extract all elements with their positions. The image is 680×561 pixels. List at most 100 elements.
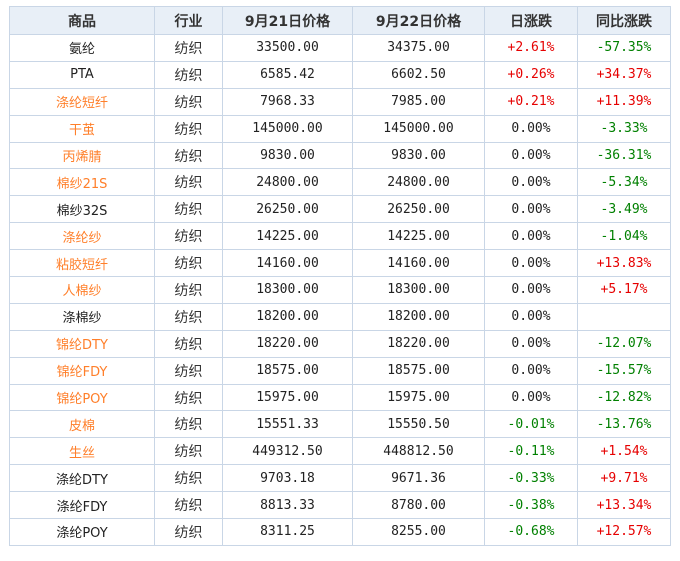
price-prev-cell: 14225.00 xyxy=(222,222,353,251)
price-curr-cell: 18220.00 xyxy=(352,329,485,358)
commodity-link[interactable]: 锦纶FDY xyxy=(56,365,108,381)
daily-change-cell: +0.26% xyxy=(484,60,578,89)
daily-change-cell: 0.00% xyxy=(484,302,578,331)
daily-change-cell: 0.00% xyxy=(484,383,578,412)
price-curr-cell: 15550.50 xyxy=(352,410,485,439)
yoy-change-cell: -15.57% xyxy=(577,356,671,385)
yoy-change-cell xyxy=(577,302,671,331)
header-commodity: 商品 xyxy=(9,6,155,35)
commodity-link[interactable]: 锦纶POY xyxy=(56,392,108,408)
commodity-cell: 干茧 xyxy=(9,114,155,143)
price-curr-cell: 6602.50 xyxy=(352,60,485,89)
commodity-link[interactable]: 生丝 xyxy=(68,445,95,461)
commodity-cell: 生丝 xyxy=(9,437,155,466)
commodity-name: PTA xyxy=(70,67,94,83)
yoy-change-cell: -13.76% xyxy=(577,410,671,439)
commodity-cell: 涤纶纱 xyxy=(9,222,155,251)
commodity-link[interactable]: 丙烯腈 xyxy=(62,150,102,165)
commodity-link[interactable]: 涤纶短纤 xyxy=(55,96,108,112)
daily-change-cell: 0.00% xyxy=(484,329,578,358)
daily-change-cell: -0.11% xyxy=(484,437,578,466)
price-curr-cell: 145000.00 xyxy=(352,114,485,143)
daily-change-cell: +0.21% xyxy=(484,87,578,116)
daily-change-cell: -0.68% xyxy=(484,518,578,546)
price-prev-cell: 26250.00 xyxy=(222,195,353,224)
price-prev-cell: 14160.00 xyxy=(222,249,353,278)
daily-change-cell: 0.00% xyxy=(484,276,578,304)
table-row: 涤纶短纤 纺织 7968.33 7985.00 +0.21% +11.39% xyxy=(9,87,671,116)
commodity-cell: 皮棉 xyxy=(9,410,155,439)
commodity-cell: 人棉纱 xyxy=(9,276,155,304)
industry-cell: 纺织 xyxy=(154,141,223,170)
daily-change-cell: -0.38% xyxy=(484,491,578,520)
daily-change-cell: -0.33% xyxy=(484,464,578,493)
commodity-link[interactable]: 皮棉 xyxy=(68,418,95,434)
price-curr-cell: 34375.00 xyxy=(352,34,485,62)
commodity-link[interactable]: 人棉纱 xyxy=(62,284,102,300)
price-prev-cell: 24800.00 xyxy=(222,168,353,197)
commodity-cell: 棉纱21S xyxy=(9,168,155,197)
commodity-cell: 锦纶FDY xyxy=(9,356,155,385)
industry-cell: 纺织 xyxy=(154,383,223,412)
industry-cell: 纺织 xyxy=(154,195,223,224)
price-curr-cell: 18200.00 xyxy=(352,302,485,331)
commodity-name: 涤纶FDY xyxy=(56,499,108,515)
header-yoy-change: 同比涨跌 xyxy=(577,6,671,35)
yoy-change-cell: +9.71% xyxy=(577,464,671,493)
daily-change-cell: 0.00% xyxy=(484,141,578,170)
price-prev-cell: 449312.50 xyxy=(222,437,353,466)
daily-change-cell: 0.00% xyxy=(484,168,578,197)
yoy-change-cell: +34.37% xyxy=(577,60,671,89)
price-curr-cell: 26250.00 xyxy=(352,195,485,224)
price-curr-cell: 14160.00 xyxy=(352,249,485,278)
table-row: 人棉纱 纺织 18300.00 18300.00 0.00% +5.17% xyxy=(9,276,671,304)
table-row: 棉纱32S 纺织 26250.00 26250.00 0.00% -3.49% xyxy=(9,195,671,224)
table-row: 涤棉纱 纺织 18200.00 18200.00 0.00% xyxy=(9,302,671,331)
industry-cell: 纺织 xyxy=(154,329,223,358)
yoy-change-cell: +13.34% xyxy=(577,491,671,520)
commodity-link[interactable]: 涤纶纱 xyxy=(62,230,102,246)
table-header-row: 商品 行业 9月21日价格 9月22日价格 日涨跌 同比涨跌 xyxy=(9,6,671,35)
price-curr-cell: 18300.00 xyxy=(352,276,485,304)
price-curr-cell: 7985.00 xyxy=(352,87,485,116)
commodity-link[interactable]: 棉纱21S xyxy=(56,176,108,192)
commodity-cell: 棉纱32S xyxy=(9,195,155,224)
price-curr-cell: 8780.00 xyxy=(352,491,485,520)
commodity-cell: PTA xyxy=(9,60,155,89)
table-body: 氨纶 纺织 33500.00 34375.00 +2.61% -57.35% PTA 纺织 65… xyxy=(9,34,671,546)
price-prev-cell: 145000.00 xyxy=(222,114,353,143)
industry-cell: 纺织 xyxy=(154,410,223,439)
commodity-cell: 涤纶POY xyxy=(9,518,155,546)
price-table: 商品 行业 9月21日价格 9月22日价格 日涨跌 同比涨跌 氨纶 纺织 33500… xyxy=(9,6,671,546)
industry-cell: 纺织 xyxy=(154,34,223,62)
commodity-link[interactable]: 锦纶DTY xyxy=(56,338,108,354)
industry-cell: 纺织 xyxy=(154,276,223,304)
yoy-change-cell: +5.17% xyxy=(577,276,671,304)
commodity-name: 涤纶POY xyxy=(56,526,108,542)
header-daily-change: 日涨跌 xyxy=(484,6,578,35)
commodity-cell: 锦纶DTY xyxy=(9,329,155,358)
commodity-link[interactable]: 粘胶短纤 xyxy=(55,257,108,273)
commodity-cell: 涤棉纱 xyxy=(9,302,155,331)
yoy-change-cell: -3.33% xyxy=(577,114,671,143)
commodity-cell: 涤纶DTY xyxy=(9,464,155,493)
daily-change-cell: 0.00% xyxy=(484,222,578,251)
industry-cell: 纺织 xyxy=(154,168,223,197)
daily-change-cell: 0.00% xyxy=(484,356,578,385)
price-prev-cell: 15975.00 xyxy=(222,383,353,412)
industry-cell: 纺织 xyxy=(154,249,223,278)
price-curr-cell: 18575.00 xyxy=(352,356,485,385)
price-prev-cell: 9703.18 xyxy=(222,464,353,493)
commodity-link[interactable]: 干茧 xyxy=(68,123,95,139)
daily-change-cell: 0.00% xyxy=(484,195,578,224)
yoy-change-cell: -5.34% xyxy=(577,168,671,197)
commodity-name: 涤纶DTY xyxy=(56,472,108,488)
industry-cell: 纺织 xyxy=(154,464,223,493)
yoy-change-cell: +13.83% xyxy=(577,249,671,278)
table-row: 干茧 纺织 145000.00 145000.00 0.00% -3.33% xyxy=(9,114,671,143)
yoy-change-cell: +1.54% xyxy=(577,437,671,466)
price-curr-cell: 448812.50 xyxy=(352,437,485,466)
industry-cell: 纺织 xyxy=(154,356,223,385)
industry-cell: 纺织 xyxy=(154,437,223,466)
price-prev-cell: 7968.33 xyxy=(222,87,353,116)
